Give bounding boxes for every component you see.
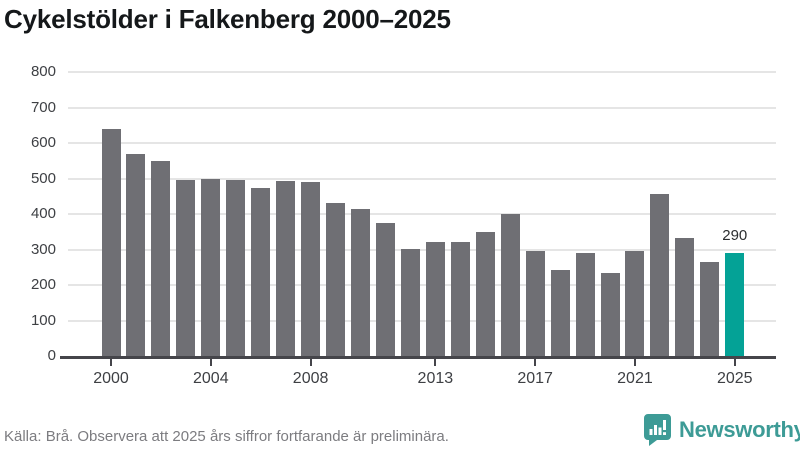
gridline	[68, 248, 776, 251]
bar	[625, 251, 645, 356]
bar-value-label: 290	[722, 227, 748, 244]
bar-highlighted	[725, 253, 745, 356]
gridline	[68, 284, 776, 286]
bar	[126, 154, 146, 356]
bar	[201, 179, 221, 356]
bar	[600, 273, 620, 356]
x-axis-tick-label: 2021	[617, 370, 653, 387]
bar	[475, 232, 495, 356]
chart-title: Cykelstölder i Falkenberg 2000–2025	[4, 4, 451, 34]
bar	[500, 214, 520, 356]
bar	[101, 129, 121, 356]
y-axis-tick-label: 300	[30, 240, 56, 258]
plot-area: 0 100 200 300 400 500 600 700 800 290 2000 2004 2008…	[30, 63, 776, 387]
gridline	[68, 319, 776, 322]
x-axis-tick-label: 2025	[716, 370, 753, 387]
x-axis-line	[60, 356, 776, 359]
x-axis-tick-label: 2013	[417, 370, 454, 387]
bar	[276, 181, 296, 356]
bar	[251, 188, 271, 356]
x-axis-tick	[209, 359, 212, 366]
bar	[575, 253, 595, 356]
newsworthy-logo: Newsworthy	[644, 414, 800, 446]
gridline	[68, 142, 776, 144]
x-axis-tick-label: 2008	[292, 370, 329, 387]
bar	[301, 182, 321, 356]
bar	[400, 249, 420, 356]
y-axis-tick-label: 400	[30, 205, 56, 222]
bar	[675, 238, 695, 356]
bar	[450, 242, 470, 356]
x-axis-tick	[110, 359, 112, 366]
y-axis-tick-label: 100	[30, 311, 56, 329]
gridline	[68, 71, 776, 73]
bar	[375, 223, 395, 356]
bar	[425, 242, 445, 356]
bar	[151, 161, 171, 356]
bar	[176, 180, 196, 356]
newsworthy-logo-icon	[644, 414, 671, 446]
source-note: Källa: Brå. Observera att 2025 års siffr…	[4, 428, 449, 445]
newsworthy-wordmark: Newsworthy	[679, 417, 800, 442]
x-axis-tick-label: 2000	[93, 370, 129, 387]
y-axis-tick-label: 700	[30, 98, 56, 116]
bar	[550, 270, 570, 356]
y-axis-tick-label: 0	[47, 347, 56, 364]
x-axis-tick	[434, 359, 437, 366]
y-axis-tick-label: 200	[30, 276, 56, 293]
gridline	[68, 177, 776, 180]
y-axis-tick-label: 600	[30, 134, 56, 151]
gridline	[68, 213, 776, 215]
bar	[700, 262, 720, 356]
bar	[650, 194, 670, 356]
x-axis-tick	[534, 359, 537, 366]
bar	[525, 251, 545, 356]
y-axis-tick-label: 800	[30, 63, 56, 80]
x-axis-tick-label: 2004	[193, 370, 229, 387]
y-axis-tick-label: 500	[30, 169, 56, 187]
x-axis-tick-label: 2017	[517, 370, 553, 387]
bar	[226, 180, 246, 356]
x-axis-tick	[633, 359, 636, 366]
gridline	[68, 106, 776, 109]
bar	[326, 203, 346, 356]
bar	[351, 209, 370, 356]
x-axis-tick	[733, 359, 736, 366]
x-axis-tick	[309, 359, 312, 366]
